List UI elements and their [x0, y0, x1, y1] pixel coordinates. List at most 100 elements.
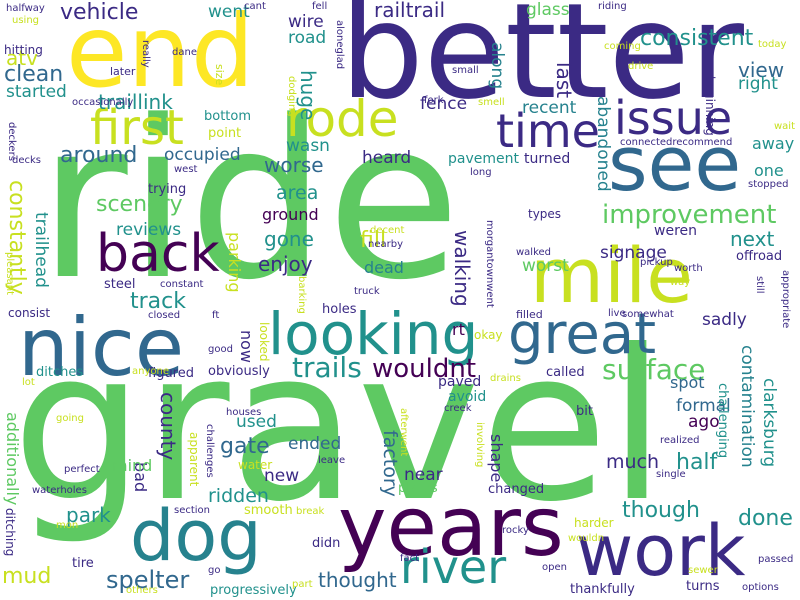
word-mind: mind: [112, 456, 153, 475]
word-changed: changed: [488, 482, 545, 497]
word-along: along: [487, 42, 507, 90]
word-types: types: [528, 207, 562, 221]
word-tire: tire: [72, 556, 94, 571]
word-appropriate: appropriate: [780, 270, 791, 329]
word-fact: fact: [400, 553, 420, 564]
word-drive: drive: [628, 61, 654, 72]
word-wasn: wasn: [286, 136, 330, 156]
word-dodging: dodging: [286, 76, 297, 117]
word-point: point: [208, 126, 242, 141]
word-vehicle: vehicle: [60, 0, 139, 25]
word-looked: looked: [257, 322, 271, 362]
word-went: went: [208, 2, 250, 22]
word-glass: glass: [526, 0, 570, 20]
word-creek: creek: [444, 403, 472, 414]
word-fork: fork: [424, 95, 444, 106]
word-fill: fill: [360, 228, 387, 253]
word-bottom: bottom: [204, 109, 252, 124]
word-sewer: sewer: [688, 565, 718, 576]
word-later: later: [110, 65, 136, 78]
word-spelter: spelter: [106, 566, 190, 594]
word-right: right: [738, 74, 778, 94]
word-challenges: challenges: [204, 424, 215, 478]
word-okay: okay: [474, 328, 503, 342]
word-fence: fence: [420, 94, 468, 114]
word-walked: walked: [516, 247, 552, 258]
word-much: much: [606, 451, 660, 473]
word-years: years: [338, 480, 564, 575]
word-pavement: pavement: [448, 151, 519, 167]
word-rode: rode: [286, 90, 399, 148]
word-ft: ft: [212, 310, 220, 321]
word-west: west: [174, 164, 198, 175]
word-issue: issue: [614, 91, 733, 145]
word-road: road: [288, 28, 327, 48]
word-consistent: consistent: [640, 26, 754, 51]
word-bit: bit: [576, 404, 593, 419]
word-apparent: apparent: [187, 432, 201, 487]
word-clean: clean: [4, 62, 64, 87]
word-going: going: [56, 413, 84, 424]
word-wouldn: wouldn: [568, 533, 605, 544]
word-closed: closed: [148, 310, 181, 321]
word-hitting: hitting: [4, 43, 43, 57]
word-dog: dog: [130, 495, 262, 577]
word-section: section: [174, 505, 211, 516]
word-obviously: obviously: [208, 364, 270, 379]
word-area: area: [276, 182, 319, 204]
word-now: now: [237, 330, 256, 364]
word-first: first: [90, 100, 184, 156]
word-constantly: constantly: [4, 180, 29, 295]
word-occasionally: occasionally: [72, 97, 134, 108]
word-abandoned: abandoned: [593, 96, 613, 192]
word-constant: constant: [160, 279, 204, 290]
word-somewhat: somewhat: [622, 309, 674, 320]
word-called: called: [546, 365, 585, 380]
word-smell: smell: [478, 97, 505, 108]
word-go: go: [208, 565, 221, 576]
word-part: part: [292, 579, 313, 590]
word-wire: wire: [288, 12, 324, 32]
word-enjoy: enjoy: [258, 252, 313, 276]
word-figured: figured: [148, 366, 194, 381]
word-better: better: [340, 0, 744, 129]
word-lot: lot: [22, 377, 35, 388]
word-ridden: ridden: [208, 485, 269, 507]
word-passed: passed: [758, 554, 794, 565]
word-harder: harder: [574, 516, 614, 530]
word-involving: involving: [474, 422, 485, 468]
word-dead: dead: [364, 258, 404, 277]
word-realized: realized: [660, 435, 700, 446]
word-shape: shape: [487, 434, 506, 483]
word-county: county: [156, 392, 180, 461]
word-time: time: [496, 104, 600, 158]
word-turned: turned: [524, 151, 571, 167]
word-halfway: halfway: [6, 3, 45, 14]
word-trails: trails: [292, 351, 362, 384]
word-back: back: [96, 224, 220, 284]
word-started: started: [6, 82, 67, 102]
word-stopped: stopped: [748, 179, 789, 190]
word-still: still: [754, 276, 765, 294]
word-good: good: [208, 344, 233, 355]
word-done: done: [738, 506, 793, 531]
word-decent: decent: [370, 225, 405, 236]
word-coming: coming: [604, 41, 641, 52]
word-really: really: [140, 40, 151, 68]
word-gate: gate: [220, 434, 270, 459]
word-live: live: [608, 308, 626, 319]
word-long: long: [470, 167, 492, 178]
word-options: options: [742, 582, 779, 593]
word-worse: worse: [264, 153, 324, 177]
word-dane: dane: [172, 47, 197, 58]
word-factory: factory: [379, 430, 401, 497]
word-avoid: avoid: [448, 389, 487, 405]
word-anyone: anyone: [132, 366, 169, 377]
word-reviews: reviews: [116, 220, 182, 240]
word-mile: mile: [530, 231, 694, 320]
word-occupied: occupied: [164, 145, 241, 165]
word-see: see: [608, 119, 742, 208]
word-drains: drains: [490, 373, 521, 384]
word-end: end: [66, 0, 255, 110]
